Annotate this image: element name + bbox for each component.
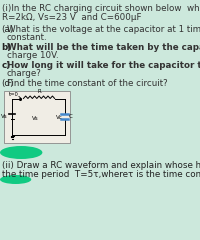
Text: Vs: Vs — [1, 114, 8, 119]
Text: R: R — [37, 89, 41, 94]
Text: charge 10V.: charge 10V. — [7, 52, 58, 60]
Bar — [4, 90, 70, 143]
Text: C: C — [69, 114, 72, 119]
Text: charge?: charge? — [7, 70, 42, 78]
Text: Vc: Vc — [56, 115, 62, 120]
Text: the time period  T=5τ,whereτ is the time constant: the time period T=5τ,whereτ is the time … — [2, 170, 200, 179]
Text: (ii) Draw a RC waveform and explain whose half of: (ii) Draw a RC waveform and explain whos… — [2, 162, 200, 170]
Text: Find the time constant of the circuit?: Find the time constant of the circuit? — [7, 79, 167, 88]
Text: What will be the time taken by the capacitor to: What will be the time taken by the capac… — [7, 43, 200, 52]
Text: Vs: Vs — [32, 116, 39, 121]
Text: How long it will take for the capacitor to  fully: How long it will take for the capacitor … — [7, 61, 200, 70]
Ellipse shape — [0, 175, 31, 184]
Text: constant.: constant. — [7, 34, 47, 42]
Text: (a): (a) — [2, 25, 14, 34]
Text: t=0: t=0 — [9, 92, 19, 97]
Text: c): c) — [2, 61, 11, 70]
Ellipse shape — [0, 146, 42, 159]
Text: (d): (d) — [2, 79, 14, 88]
Text: What is the voltage at the capacitor at 1 time: What is the voltage at the capacitor at … — [7, 25, 200, 34]
Text: b): b) — [2, 43, 12, 52]
Text: (i)In the RC charging circuit shown below  whose: (i)In the RC charging circuit shown belo… — [2, 4, 200, 13]
Text: R=2kΩ, Vs=23 V  and C=600µF: R=2kΩ, Vs=23 V and C=600µF — [2, 13, 141, 22]
